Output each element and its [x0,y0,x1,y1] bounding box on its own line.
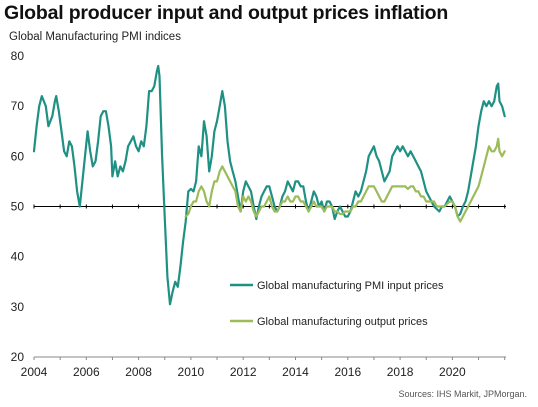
y-tick-label: 60 [11,149,25,163]
y-axis: 20 30 40 50 60 70 80 [11,49,25,364]
y-tick-label: 80 [11,49,25,63]
x-tick-label: 2010 [178,365,205,379]
x-tick-label: 2014 [282,365,309,379]
chart-title: Global producer input and output prices … [4,2,449,24]
y-tick-label: 50 [11,200,25,214]
legend-label: Global manufacturing PMI input prices [257,280,444,292]
x-tick-label: 2016 [334,365,361,379]
x-axis: 2004 2006 2008 2010 2012 2014 2016 2018 2020 [21,204,506,379]
source-note: Sources: IHS Markit, JPMorgan. [398,389,527,399]
chart-subtitle: Global Manufacturing PMI indices [9,31,181,43]
x-tick-label: 2018 [387,365,414,379]
series-layer [32,64,506,306]
series-line-output-prices [184,137,506,223]
x-tick-label: 2006 [73,365,100,379]
series-line-input-prices [32,64,506,306]
legend: Global manufacturing PMI input prices Glo… [230,280,444,328]
y-tick-label: 20 [11,350,25,364]
y-tick-label: 70 [11,99,25,113]
x-tick-label: 2012 [230,365,257,379]
legend-label: Global manufacturing output prices [257,316,428,328]
x-tick-label: 2008 [125,365,152,379]
y-tick-label: 30 [11,300,25,314]
x-tick-label: 2004 [21,365,48,379]
x-tick-label: 2020 [439,365,466,379]
y-tick-label: 40 [11,250,25,264]
